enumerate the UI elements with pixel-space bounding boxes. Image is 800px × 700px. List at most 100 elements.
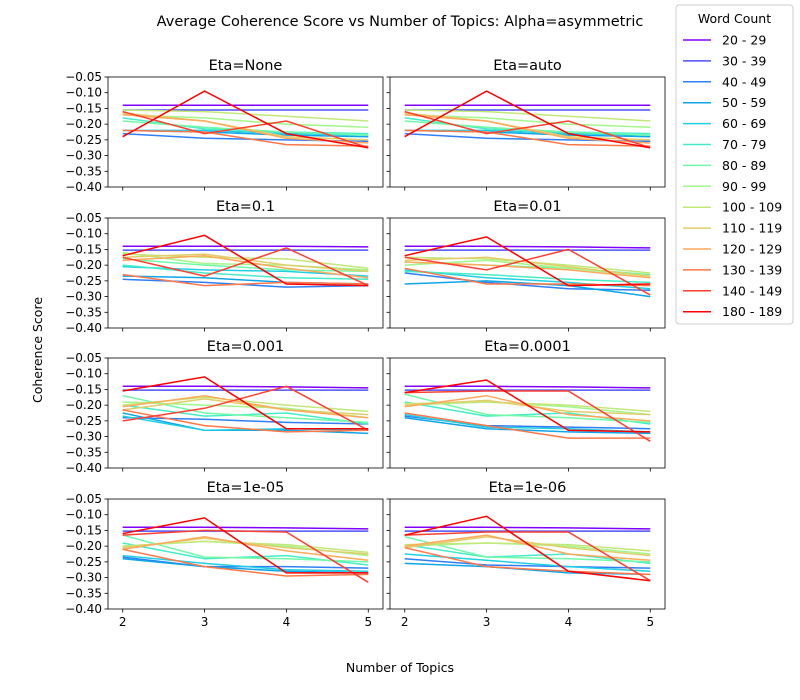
series-line-180-189 (404, 515, 651, 582)
y-tick-label: −0.35 (65, 586, 102, 600)
y-tick-label: −0.10 (65, 367, 102, 381)
axes-frame (107, 357, 384, 469)
series-line-100-109 (404, 109, 651, 122)
legend: Word Count 20 - 29 30 - 39 40 - 49 50 - 59 60… (675, 4, 794, 325)
series-line-140-149 (404, 390, 651, 442)
series-line-110-119 (404, 112, 651, 141)
series-line-140-149 (404, 110, 651, 149)
series-line-20-29 (122, 385, 369, 389)
y-tick-label: −0.10 (65, 86, 102, 100)
legend-title: Word Count (698, 11, 771, 26)
subplot-title: Eta=0.001 (207, 339, 284, 355)
legend-entry-label: 130 - 139 (722, 262, 782, 277)
y-tick-label: −0.30 (65, 430, 102, 444)
legend-entry-label: 100 - 109 (722, 200, 782, 215)
y-tick-label: −0.40 (65, 180, 102, 194)
axes-frame (389, 76, 666, 188)
subplot-8: Eta=1e-06 2 3 4 5 (386, 480, 666, 629)
series-line-120-129 (122, 535, 369, 562)
axes-frame (107, 76, 384, 188)
x-tick-label: 5 (646, 615, 654, 629)
y-tick-label: −0.20 (65, 258, 102, 272)
series-line-180-189 (122, 376, 369, 430)
y-tick-label: −0.05 (65, 492, 102, 506)
y-tick-label: −0.05 (65, 351, 102, 365)
series-line-40-49 (404, 272, 651, 292)
axes-frame (107, 217, 384, 329)
series-line-140-149 (404, 531, 651, 582)
series-line-130-139 (404, 412, 651, 439)
series-line-60-69 (122, 554, 369, 573)
series-line-80-89 (122, 258, 369, 273)
subplot-title: Eta=0.01 (493, 199, 561, 215)
series-line-40-49 (404, 557, 651, 569)
y-tick-label: −0.20 (65, 117, 102, 131)
series-line-20-29 (122, 245, 369, 248)
series-line-110-119 (404, 399, 651, 416)
series-line-140-149 (122, 110, 369, 149)
series-line-130-139 (122, 548, 369, 577)
series-line-70-79 (122, 264, 369, 281)
series-line-140-149 (122, 247, 369, 287)
series-line-100-109 (122, 109, 369, 122)
series-line-130-139 (122, 129, 369, 147)
y-tick-label: −0.05 (65, 211, 102, 225)
series-line-50-59 (122, 557, 369, 574)
x-tick-label: 4 (565, 615, 573, 629)
y-tick-label: −0.40 (65, 461, 102, 475)
series-line-180-189 (122, 517, 369, 574)
series-line-140-149 (122, 385, 369, 431)
y-tick-label: −0.25 (65, 133, 102, 147)
series-line-50-59 (404, 416, 651, 435)
series-line-130-139 (122, 273, 369, 287)
series-line-110-119 (404, 535, 651, 557)
series-line-80-89 (404, 535, 651, 563)
y-tick-label: −0.35 (65, 445, 102, 459)
series-line-180-189 (122, 234, 369, 287)
subplot-5: Eta=0.001−0.05−0.10−0.15−0.20−0.25−0.30−… (65, 339, 384, 475)
series-line-130-139 (122, 409, 369, 433)
x-tick-label: 3 (201, 615, 209, 629)
subplot-title: Eta=0.0001 (484, 339, 571, 355)
y-tick-label: −0.15 (65, 382, 102, 396)
y-tick-label: −0.15 (65, 242, 102, 256)
legend-entry-label: 80 - 89 (722, 158, 766, 173)
series-line-180-189 (122, 90, 369, 149)
legend-entry-label: 50 - 59 (722, 95, 766, 110)
subplot-grid: Eta=None−0.05−0.10−0.15−0.20−0.25−0.30−0… (65, 58, 666, 629)
x-tick-label: 2 (401, 615, 409, 629)
x-tick-label: 5 (364, 615, 372, 629)
y-axis-label: Coherence Score (30, 297, 45, 403)
x-axis-label: Number of Topics (346, 660, 454, 675)
y-tick-label: −0.30 (65, 149, 102, 163)
subplot-title: Eta=0.1 (216, 199, 275, 215)
series-line-140-149 (404, 248, 651, 296)
series-line-180-189 (404, 90, 651, 149)
series-line-130-139 (404, 546, 651, 576)
series-line-110-119 (122, 398, 369, 416)
series-line-20-29 (404, 526, 651, 530)
series-line-110-119 (122, 112, 369, 141)
series-line-180-189 (404, 236, 651, 287)
y-tick-label: −0.20 (65, 539, 102, 553)
series-line-130-139 (404, 129, 651, 147)
y-tick-label: −0.40 (65, 602, 102, 616)
legend-entry-label: 70 - 79 (722, 137, 766, 152)
legend-entry-label: 120 - 129 (722, 242, 782, 257)
legend-entry-label: 90 - 99 (722, 179, 766, 194)
subplot-2: Eta=auto (386, 58, 666, 191)
legend-entry-label: 180 - 189 (722, 304, 782, 319)
axes-frame (389, 217, 666, 329)
legend-entry-label: 20 - 29 (722, 33, 766, 48)
y-tick-label: −0.10 (65, 508, 102, 522)
series-line-70-79 (404, 270, 651, 284)
series-line-60-69 (404, 413, 651, 433)
series-line-140-149 (122, 529, 369, 583)
y-tick-label: −0.40 (65, 321, 102, 335)
subplot-title: Eta=1e-05 (207, 480, 285, 496)
series-line-20-29 (122, 526, 369, 530)
legend-entry-label: 40 - 49 (722, 74, 766, 89)
subplot-1: Eta=None−0.05−0.10−0.15−0.20−0.25−0.30−0… (65, 58, 384, 194)
subplot-4: Eta=0.01 (386, 199, 666, 332)
